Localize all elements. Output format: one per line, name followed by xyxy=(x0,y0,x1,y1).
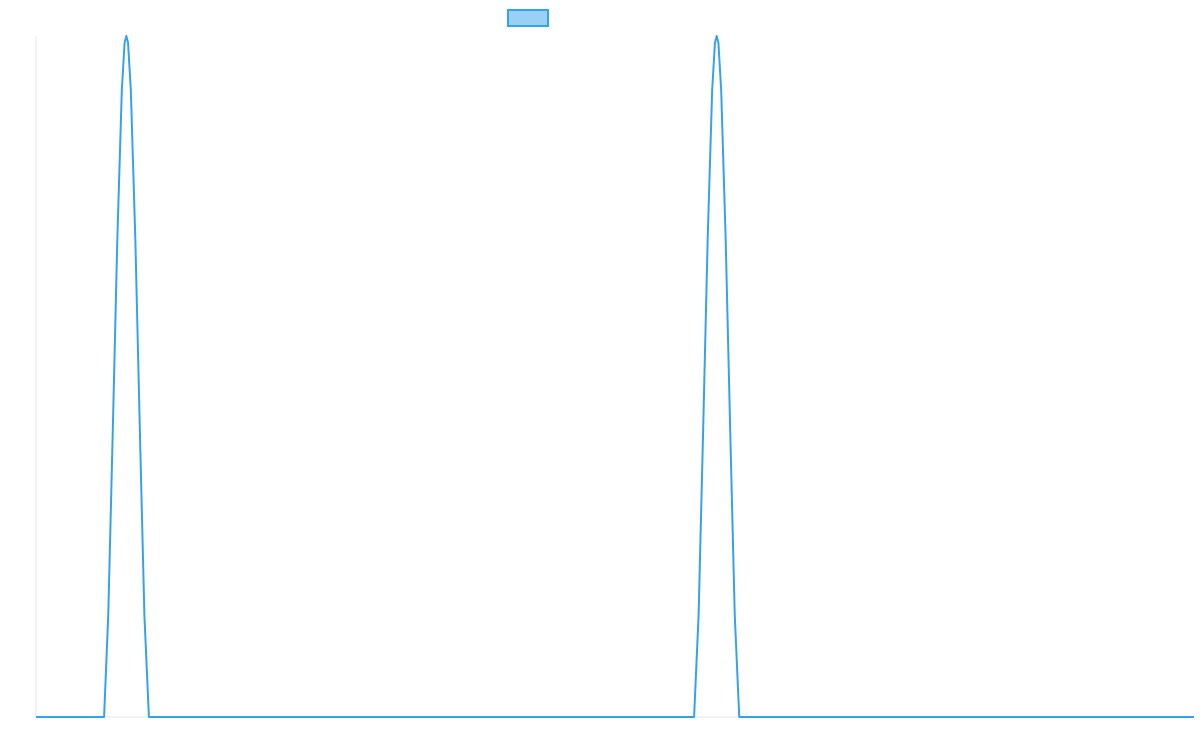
legend-swatch[interactable] xyxy=(507,9,549,27)
axes xyxy=(35,36,1194,718)
series-layer xyxy=(36,35,1194,718)
legend[interactable] xyxy=(507,9,549,27)
series-line-0 xyxy=(36,35,1194,718)
